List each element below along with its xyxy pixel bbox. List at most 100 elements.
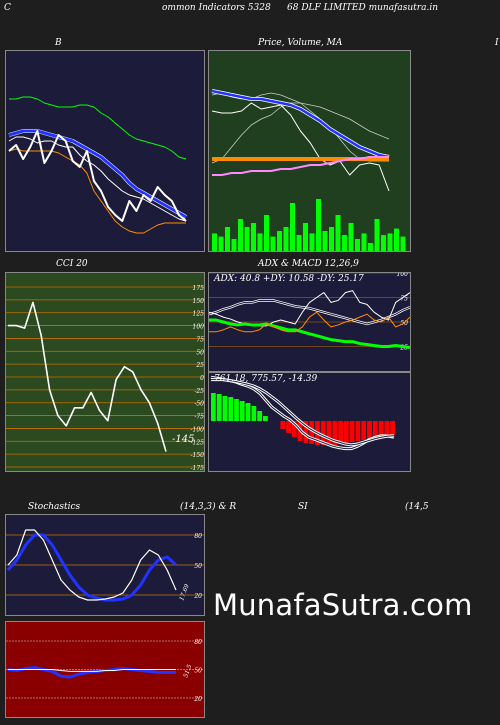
price-series-2 — [211, 102, 390, 192]
stoch-k-line — [7, 529, 177, 601]
macd-label: 761.18, 775.57, -14.39 — [214, 374, 318, 384]
cci-title: CCI 20 — [56, 259, 88, 269]
macd-histogram-bar — [303, 421, 309, 443]
macd-histogram-bar — [216, 394, 222, 421]
cci-tick-label: 75 — [196, 336, 204, 343]
price-title: Price, Volume, MA — [258, 38, 343, 48]
price-series-3 — [211, 89, 390, 159]
cci-tick-label: 100 — [193, 324, 204, 331]
volume-bar — [238, 219, 243, 251]
cci-tick-label: 25 — [195, 362, 204, 369]
cci-tick-label: 150 — [193, 298, 204, 305]
macd-panel — [208, 372, 411, 472]
cci-tick-label: 175 — [193, 285, 204, 292]
bollinger-series-2 — [8, 136, 187, 222]
stoch-tick-label: 50 — [194, 563, 202, 570]
cci-tick-label: 50 — [196, 349, 204, 356]
bollinger-chart — [8, 96, 187, 234]
macd-histogram-bar — [291, 421, 297, 437]
rsi-tick-label: 80 — [194, 639, 202, 646]
volume-bar — [309, 233, 315, 251]
volume-bar — [361, 233, 367, 251]
macd-histogram-bar — [234, 399, 239, 421]
volume-bar — [387, 233, 393, 251]
rsi-signal-line — [8, 669, 176, 672]
macd-histogram-bar — [309, 421, 315, 444]
watermark: MunafaSutra.com — [213, 588, 473, 622]
volume-bar — [303, 223, 308, 251]
cci-tick-label: -175 — [191, 465, 204, 471]
adx-plus-dy-line — [209, 318, 410, 349]
rsi-value-label: 51.5 — [182, 664, 193, 679]
cci-panel: 175 150 125 100 75 50 25 0 -25 -50 -75 -100 -125 -150… — [5, 272, 205, 472]
volume-bar — [400, 236, 406, 251]
volume-bar — [394, 228, 399, 251]
bollinger-series-4 — [8, 130, 187, 222]
cci-chart: 175 150 125 100 75 50 25 0 -25 -50 -75 -100 -125 -150… — [6, 285, 204, 471]
macd-histogram-bar — [378, 421, 384, 437]
rsi-chart: 80 50 20 51.5 — [6, 639, 204, 703]
cci-tick-label: -150 — [191, 452, 204, 459]
volume-bar — [335, 215, 341, 251]
page-title: ommon Indicators 5328 — [162, 3, 271, 13]
header-letter: C — [4, 3, 11, 13]
macd-histogram-bar — [263, 416, 268, 421]
rsi-title-mid: SI — [298, 502, 308, 512]
stoch-d-line — [6, 533, 178, 602]
bollinger-series-3 — [8, 148, 186, 234]
volume-bar — [270, 236, 276, 251]
volume-bar — [296, 235, 302, 251]
macd-chart — [210, 375, 395, 451]
macd-histogram-bar — [355, 421, 361, 441]
volume-bar — [244, 227, 250, 251]
volume-bar — [251, 223, 256, 251]
cci-tick-label: -25 — [194, 388, 204, 395]
rsi-tick-label: 20 — [193, 696, 202, 703]
right-edge-letter: I — [495, 38, 499, 48]
adx-minus-dy-line — [209, 311, 410, 333]
volume-bar — [225, 227, 230, 251]
macd-histogram-bar — [326, 421, 332, 445]
cci-tick-label: -75 — [194, 414, 204, 421]
volume-bar — [368, 243, 373, 251]
stoch-title-mid: (14,3,3) & R — [180, 502, 237, 512]
cci-tick-label: 125 — [193, 311, 204, 318]
volume-bar — [348, 223, 354, 251]
price-series-5 — [212, 156, 389, 176]
page-title-right: 68 DLF LIMITED munafasutra.in — [287, 3, 438, 13]
macd-histogram-bar — [286, 421, 291, 433]
volume-bar — [212, 233, 217, 251]
price-chart — [211, 89, 406, 251]
bollinger-title: B — [55, 38, 62, 48]
bollinger-series-0 — [9, 96, 187, 160]
macd-histogram-bar — [332, 421, 338, 445]
macd-histogram-bar — [349, 421, 355, 442]
volume-bar — [322, 231, 328, 251]
volume-bar — [277, 231, 282, 251]
volume-bar — [231, 239, 237, 251]
macd-histogram-bar — [320, 421, 326, 445]
macd-histogram-bar — [211, 393, 216, 421]
macd-histogram-bar — [338, 421, 343, 444]
volume-bar — [264, 215, 269, 251]
volume-bar — [381, 235, 386, 251]
adx-macd-title: ADX & MACD 12,26,9 — [258, 259, 359, 269]
cci-tick-label: -125 — [191, 439, 204, 446]
stoch-value-label: 17.69 — [178, 583, 191, 602]
stoch-panel: 80 50 20 17.69 — [5, 514, 205, 616]
macd-histogram-bar — [239, 401, 245, 421]
macd-histogram-bar — [390, 421, 395, 435]
stoch-tick-label: 20 — [193, 593, 202, 600]
adx-panel: 100 75 50 25 — [208, 272, 411, 372]
volume-bar — [257, 233, 263, 251]
cci-value-label: -145 — [172, 434, 195, 445]
macd-histogram-bar — [384, 421, 390, 436]
rsi-title-right: (14,5 — [405, 502, 429, 512]
volume-bar — [218, 236, 224, 251]
adx-tick-label: 50 — [400, 320, 408, 327]
price-series-1 — [211, 102, 390, 164]
cci-tick-label: 0 — [200, 375, 204, 382]
volume-bar — [342, 235, 347, 251]
